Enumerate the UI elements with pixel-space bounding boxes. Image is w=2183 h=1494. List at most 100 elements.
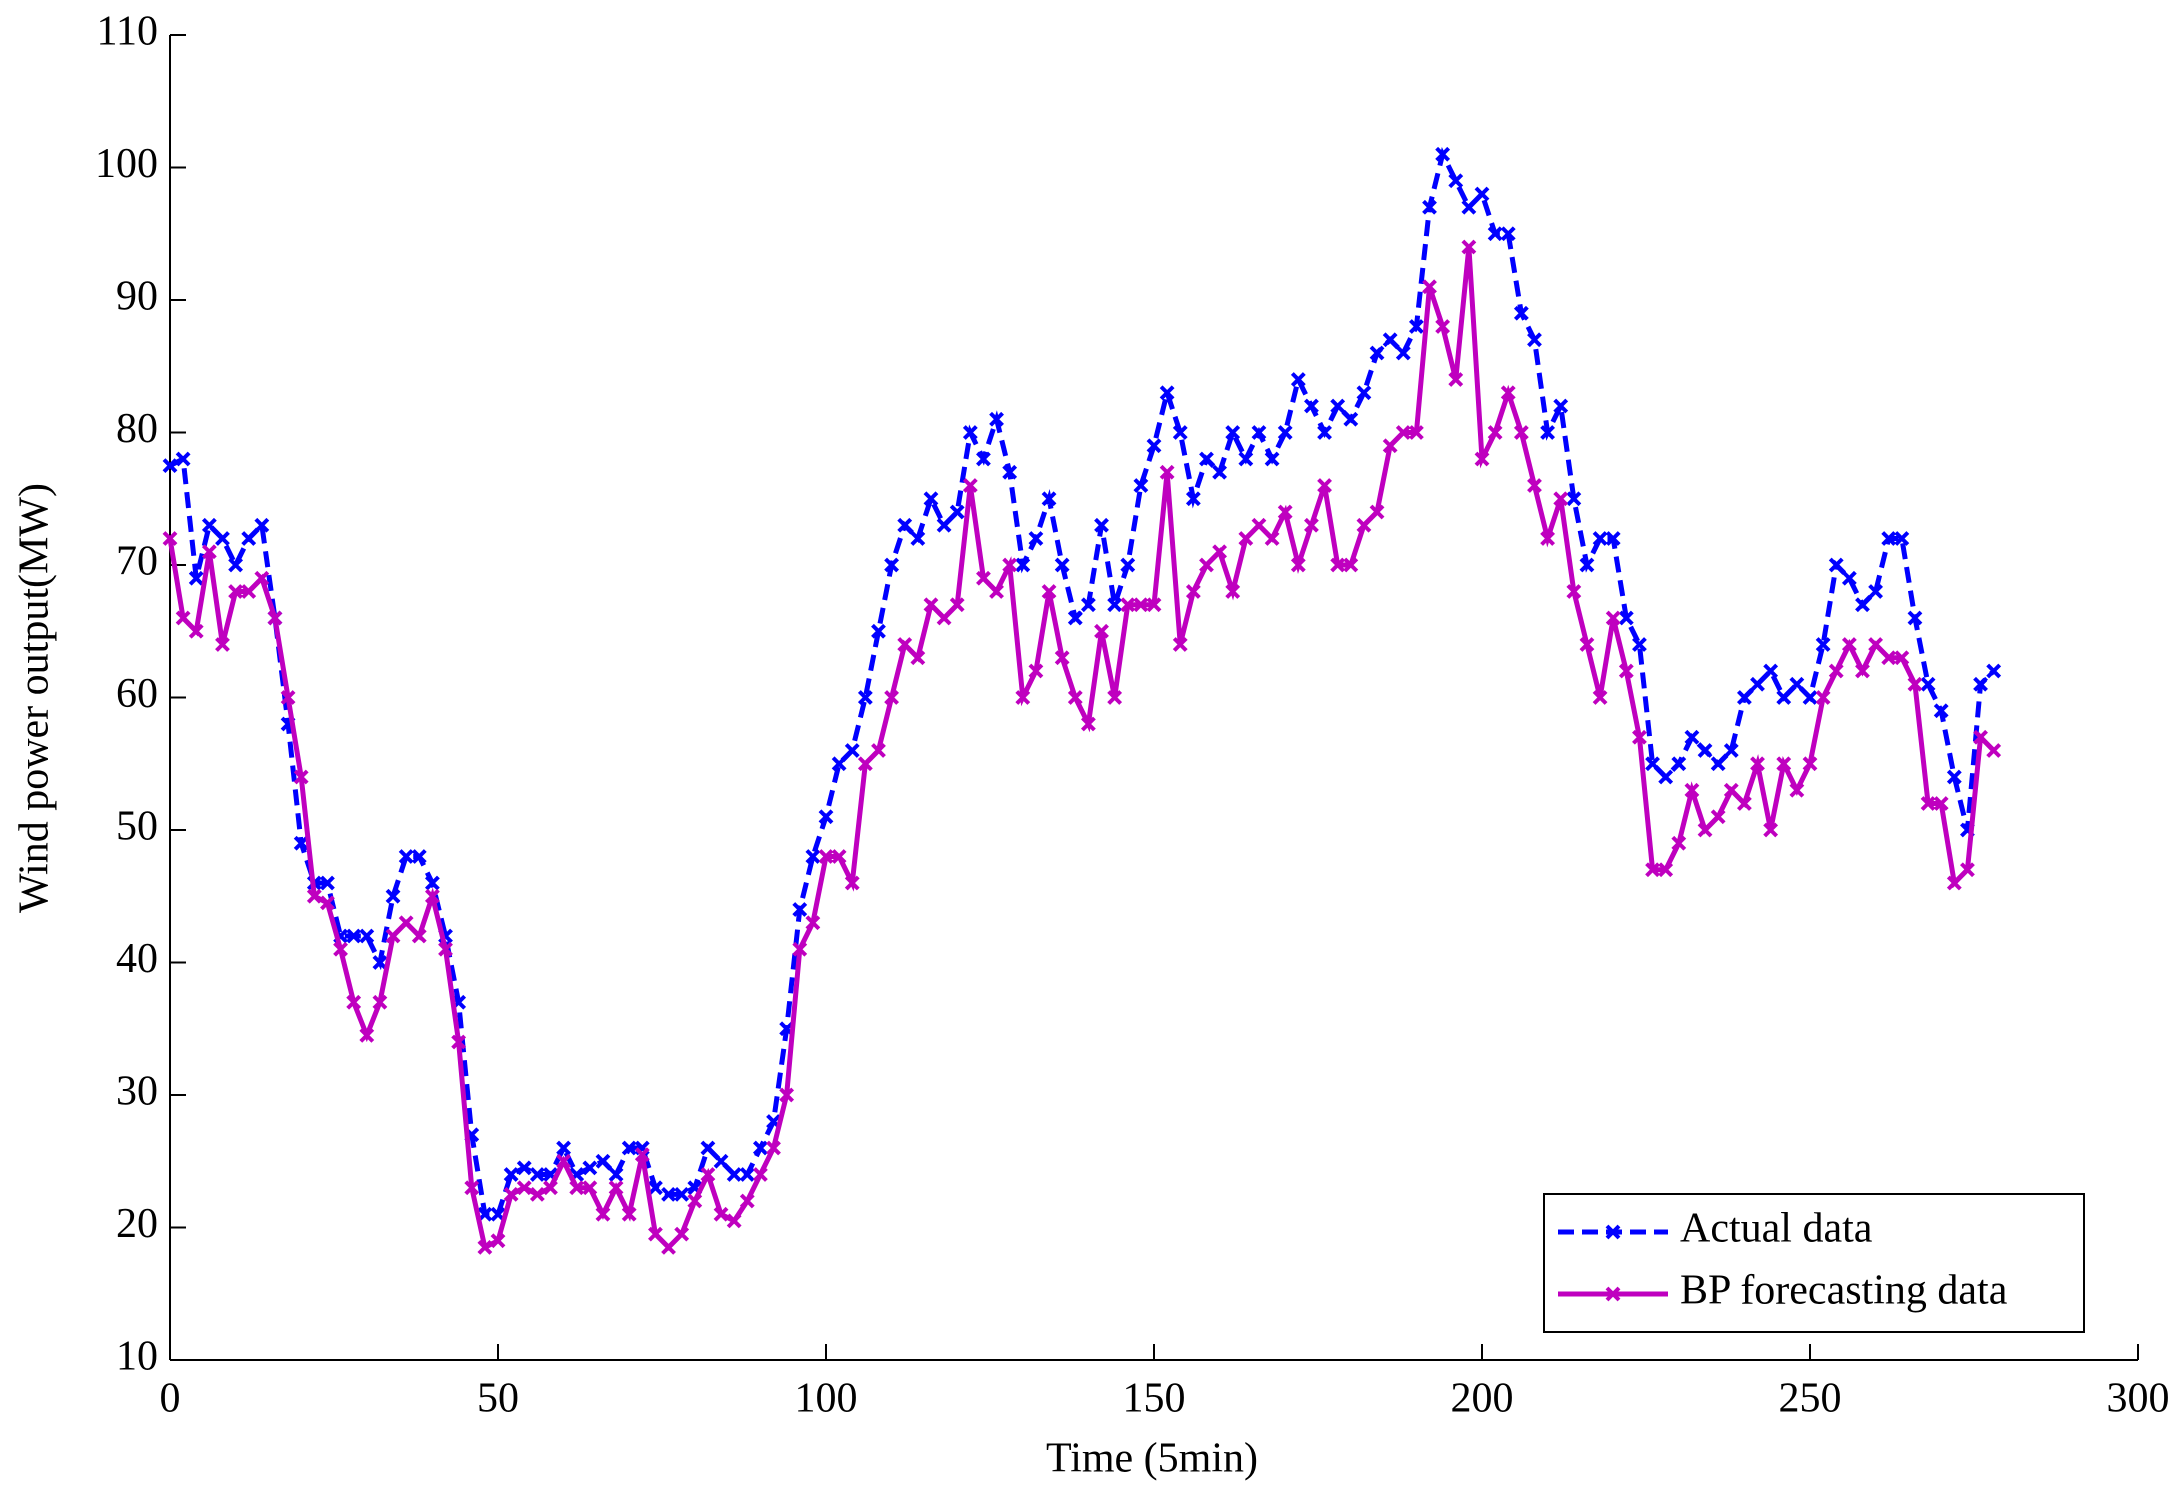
marker [1513,425,1529,440]
marker [726,1167,742,1182]
marker [1815,637,1831,652]
y-tick-label: 30 [116,1069,158,1115]
marker [1133,478,1149,493]
marker [1225,584,1241,599]
marker [962,425,978,440]
y-tick-label: 80 [116,406,158,452]
marker [1382,332,1398,348]
marker [359,928,375,944]
marker [228,584,244,599]
marker [490,1233,506,1249]
marker [188,623,204,639]
marker [1710,809,1726,825]
marker [1395,345,1411,361]
marker [1199,557,1214,573]
marker [1500,385,1516,401]
marker [1960,862,1975,878]
marker [201,544,217,560]
marker [1146,597,1162,613]
marker [648,1226,663,1242]
x-tick-label: 200 [1451,1376,1514,1422]
marker [1290,372,1306,387]
marker [1605,531,1621,546]
marker [438,941,453,957]
marker [280,690,296,705]
marker [1369,504,1385,520]
marker [700,1140,716,1156]
marker [989,584,1004,599]
marker [1553,491,1569,507]
marker [949,597,965,613]
marker [1317,425,1332,440]
marker [1513,305,1529,321]
marker [1422,279,1437,295]
legend-label: Actual data [1680,1206,1873,1252]
marker [1172,637,1188,652]
marker [1356,517,1372,533]
marker [1199,451,1214,467]
marker [1763,822,1779,838]
marker [1605,610,1621,626]
marker [1487,425,1503,440]
y-tick-label: 10 [116,1334,158,1380]
marker [424,888,440,904]
marker [687,1193,703,1209]
marker [1435,146,1451,162]
marker [1527,478,1542,493]
marker [1618,610,1634,626]
marker [1553,398,1569,414]
marker [215,637,230,652]
marker [503,1167,519,1182]
marker [1986,663,2002,679]
marker [241,584,257,599]
marker [1487,226,1503,242]
y-tick-label: 90 [116,274,158,320]
marker [648,1180,663,1196]
marker [1645,756,1660,772]
marker [871,743,886,758]
marker [1461,239,1477,255]
marker [1855,663,1870,679]
marker [398,915,414,931]
marker [621,1206,637,1222]
marker [661,1186,676,1202]
y-tick-label: 20 [116,1201,158,1247]
marker [621,1140,637,1156]
marker [831,756,847,772]
marker [1632,729,1647,745]
x-tick-label: 100 [795,1376,858,1422]
marker [1094,517,1109,533]
marker [1461,199,1477,215]
marker [1579,637,1595,652]
marker [1264,531,1280,546]
marker [1304,398,1319,414]
marker [674,1186,690,1202]
marker [201,517,217,533]
y-tick-label: 70 [116,539,158,585]
marker [1802,690,1818,705]
marker [503,1186,519,1202]
marker [411,928,427,944]
y-tick-label: 100 [95,141,158,187]
marker [1881,650,1897,666]
marker [595,1206,611,1222]
marker [254,517,270,533]
marker [739,1167,755,1182]
marker [1894,531,1910,546]
marker [884,690,900,705]
marker [1251,517,1267,533]
marker [1868,637,1884,652]
marker [1120,557,1136,573]
marker [162,531,178,546]
marker [1592,690,1608,705]
marker [569,1180,585,1196]
marker [792,941,808,957]
marker [634,1147,650,1163]
marker [1684,729,1700,745]
marker [1238,451,1254,467]
marker [766,1140,781,1156]
marker [385,888,401,904]
marker [582,1160,598,1176]
marker [1343,557,1359,573]
